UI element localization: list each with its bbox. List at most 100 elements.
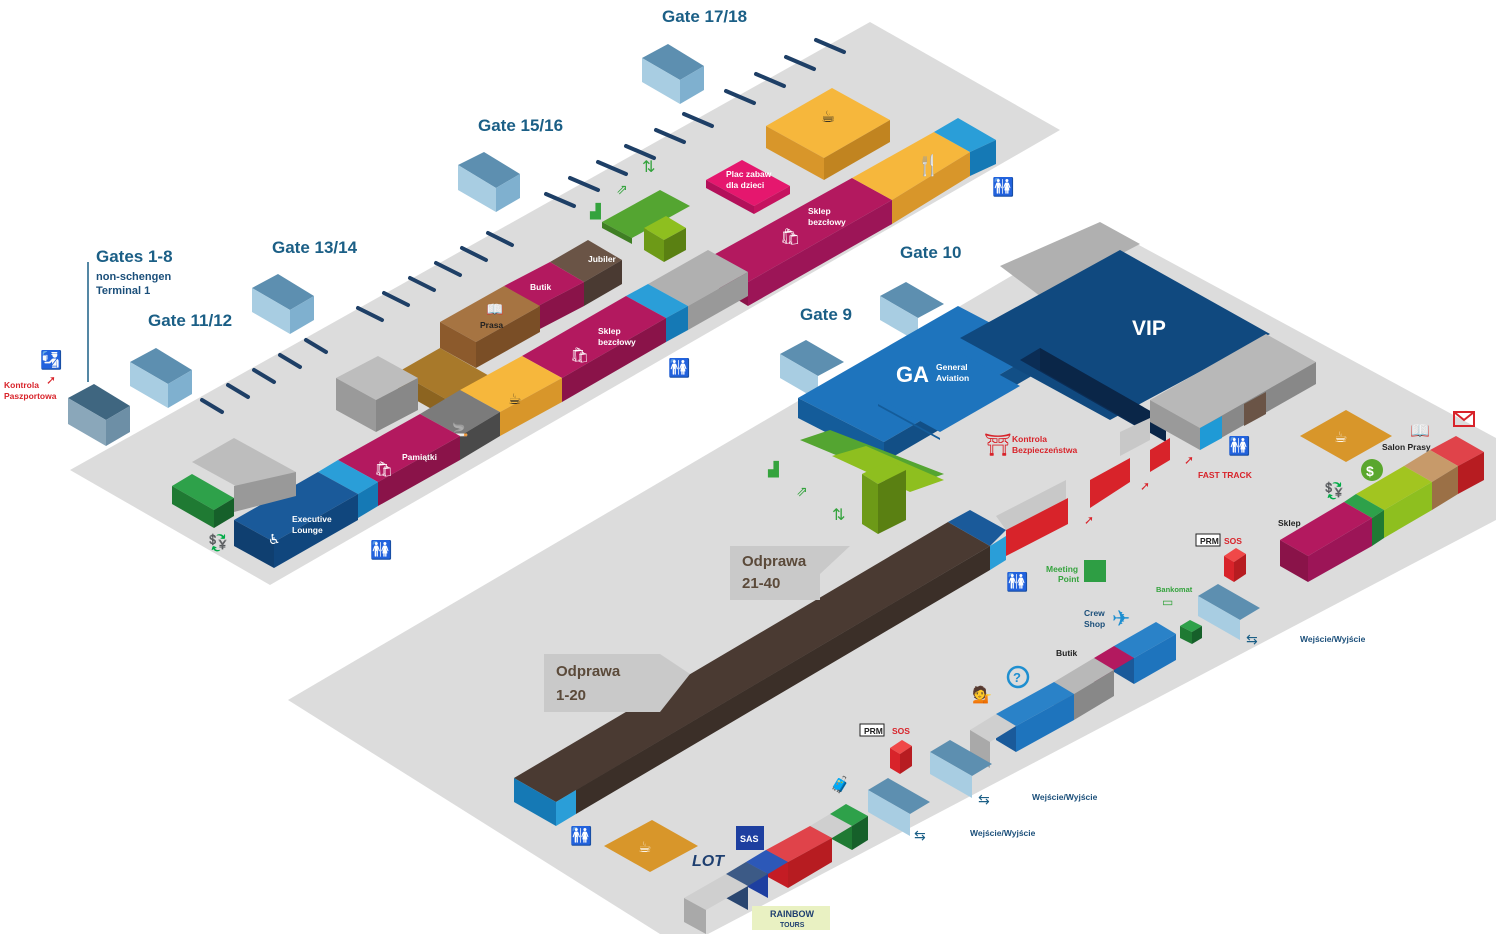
entrance-label-3: Wejście/Wyjście [970,828,1036,838]
checkin-21-40-label-2: 21-40 [742,575,780,592]
elevator-icon: ⇅ [642,159,655,176]
sas-logo-text: SAS [740,834,759,844]
currency-exchange-icon: 💱 [208,533,228,552]
green-cube [1180,620,1202,644]
duty-free-upper: 🍴 Sklep bezcłowy 🛍 [708,118,996,306]
entrance-left [868,778,930,836]
gate-15-16-label: Gate 15/16 [478,116,563,135]
play-area: Plac zabaw dla dzieci [706,160,790,214]
ga-sub-label-1: General [936,362,968,372]
info-desk-icon: 💁 [972,685,992,704]
entrance-label-1: Wejście/Wyjście [1300,634,1366,644]
check-in-signs: Odprawa 21-40 Odprawa 1-20 [544,546,850,712]
duty-free-b-label-2: bezcłowy [598,337,636,347]
duty-free-label-2: bezcłowy [808,217,846,227]
press-salon-label: Salon Prasy [1382,442,1431,452]
coffee-icon: ☕ [508,391,521,408]
arrow-icon: ➚ [1184,453,1194,467]
stairs-icon: ▟ [589,202,601,220]
terminal-1-label: Terminal 1 [96,285,150,297]
entrance-arrows-icon: ⇆ [914,827,926,843]
rainbow-logo-text-2: TOURS [780,922,805,929]
gate-jetway-1-8 [68,384,130,446]
exec-lounge-label-2: Lounge [292,525,323,535]
atm-icon: ▭ [1162,595,1173,609]
exec-lounge-label-1: Executive [292,514,332,524]
shops-strip-upper: Jubiler Butik Prasa 📖 [440,240,622,368]
book-icon: 📖 [1410,423,1430,440]
stairs-icon: ▟ [767,460,779,478]
coffee-icon: ☕ [1334,429,1347,446]
gate-13-14-label: Gate 13/14 [272,238,358,257]
lot-logo: LOT [692,853,725,870]
dollar-sign: $ [1366,463,1374,479]
arrow-icon: ➚ [46,373,56,387]
entrance-label-2: Wejście/Wyjście [1032,792,1098,802]
prm-label: PRM [1200,536,1219,546]
seating-rows [200,38,846,414]
gates-1-8-label: Gates 1-8 [96,247,173,266]
boutique-label-lower: Butik [1056,648,1078,658]
rainbow-logo-text-1: RAINBOW [770,909,814,919]
passport-control-icon: 🛂 [40,349,62,370]
shopping-bags-icon: 🛍 [374,461,393,478]
atm-label: Bankomat [1156,585,1193,594]
toilets-icon: 🚻 [1006,571,1028,592]
gate-jetway-10 [880,282,944,342]
airline-desks [684,804,868,934]
post-icon [1453,411,1475,427]
lounge-seat-icon: ♿ [268,531,281,547]
passport-control-label-2: Paszportowa [4,391,57,401]
shopping-bags-icon: 🛍 [570,347,589,364]
smoking-icon: 🚬 [452,422,468,437]
dollar-icon [1361,459,1383,481]
security-scanner-icon: ⛩ [984,432,1012,457]
duty-free-label-1: Sklep [808,206,831,216]
entrance-arrows-icon: ⇆ [978,791,990,807]
airplane-icon: ✈ [1112,606,1130,631]
landside-shops [970,622,1176,768]
cafe-pad-right: ☕ [1300,410,1392,462]
meeting-point-label-1: Meeting [1046,564,1078,574]
coffee-icon: ☕ [638,839,651,856]
jeweller-label: Jubiler [588,254,617,264]
toilets-icon: 🚻 [370,539,392,560]
baggage-icon: 🧳 [830,775,850,794]
non-schengen-label: non-schengen [96,271,171,283]
vip-block: VIP [960,222,1316,450]
sos-label: SOS [1224,536,1242,546]
green-grey-blocks-upper [172,438,296,528]
security-label-1: Kontrola [1012,434,1047,444]
escalator-upper: ▟ ⇗ ⇅ [589,159,690,262]
grey-block-upper [336,356,418,432]
souvenirs-label: Pamiątki [402,452,437,462]
toilets-icon: 🚻 [570,825,592,846]
sos-post-2 [890,740,912,774]
checkin-1-20-label-1: Odprawa [556,663,621,680]
duty-free-b-label-1: Sklep [598,326,621,336]
gate-jetway-15-16 [458,152,520,212]
gate-9-label: Gate 9 [800,305,852,324]
check-in-desks [514,510,1006,826]
cafe-pad-bottom: ☕ [604,820,698,872]
prm-label-2: PRM [864,726,883,736]
crew-shop-label-2: Shop [1084,619,1105,629]
lower-shop-row-upper-pier: Sklep bezcłowy 🛍 ☕ 🚬 Pamiątki 🛍 Executiv… [234,250,748,568]
gate-11-12-label: Gate 11/12 [148,311,232,330]
entrance-arrows-icon: ⇆ [1246,631,1258,647]
security-label-2: Bezpieczeństwa [1012,445,1077,455]
gate-17-18-label: Gate 17/18 [662,7,747,26]
gate-jetway-11-12 [130,348,192,408]
toilets-icon: 🚻 [992,176,1014,197]
escalator-icon: ⇗ [796,483,808,499]
right-shops [1280,436,1484,582]
coffee-icon: ☕ [821,109,835,126]
entrance-middle [930,740,992,798]
arrow-icon: ➚ [1140,479,1150,493]
entrance-right [1198,584,1260,640]
passport-control-label-1: Kontrola [4,380,39,390]
sos-label-2: SOS [892,726,910,736]
gate-10-label: Gate 10 [900,243,961,262]
toilets-icon: 🚻 [668,357,690,378]
gate-jetway-9 [780,340,844,400]
